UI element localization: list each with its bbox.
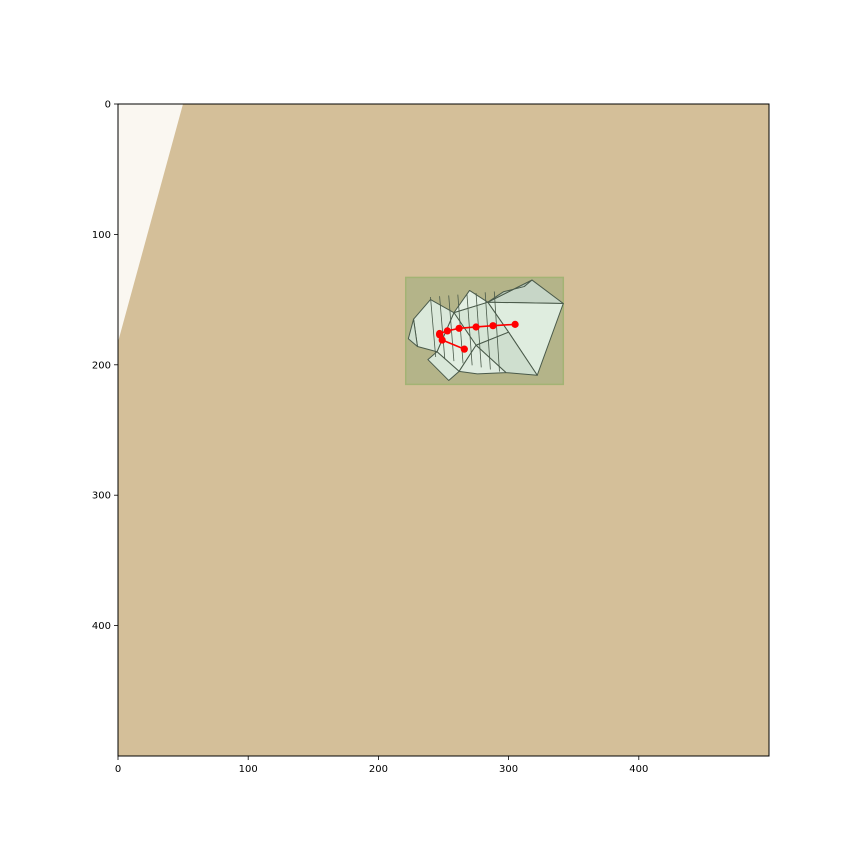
keypoint-marker xyxy=(455,324,463,332)
keypoint-chains xyxy=(435,320,519,353)
x-tick-label: 300 xyxy=(499,764,518,775)
image-area xyxy=(118,104,769,756)
y-tick-label: 100 xyxy=(92,230,111,241)
keypoint-marker xyxy=(489,322,497,330)
origami-pleat-line xyxy=(493,291,500,372)
y-tick-label: 400 xyxy=(92,621,111,632)
origami-facet xyxy=(427,351,460,381)
x-tick-label: 0 xyxy=(115,764,121,775)
x-tick-label: 200 xyxy=(369,764,388,775)
keypoint-marker xyxy=(472,323,480,331)
origami-model xyxy=(407,279,564,381)
origami-facet xyxy=(453,289,489,314)
origami-pleat-line xyxy=(484,292,491,370)
origami-pleat-line xyxy=(475,293,482,368)
origami-pleat-line xyxy=(439,296,446,360)
paper-corner xyxy=(118,104,183,342)
y-tick-label: 300 xyxy=(92,491,111,502)
keypoint-marker xyxy=(443,327,452,335)
x-tick-label: 400 xyxy=(629,764,648,775)
x-tick-label: 100 xyxy=(239,764,258,775)
y-axis-ticks: 0 100 200 300 400 xyxy=(92,100,118,632)
axes-frame xyxy=(117,103,770,757)
origami-facet xyxy=(407,318,418,348)
keypoint-marker xyxy=(511,320,519,328)
x-axis-ticks: 0 100 200 300 400 xyxy=(115,756,648,775)
y-tick-label: 200 xyxy=(92,360,111,371)
origami-pleat-line xyxy=(466,293,473,366)
y-tick-label: 0 xyxy=(105,100,111,111)
keypoint-marker xyxy=(438,336,446,344)
background-surface xyxy=(118,104,769,756)
origami-pleat-line xyxy=(430,296,437,358)
origami-pleat-line xyxy=(448,295,455,362)
origami-facet xyxy=(458,344,507,375)
origami-facet xyxy=(487,279,533,303)
keypoint-marker xyxy=(460,345,468,353)
